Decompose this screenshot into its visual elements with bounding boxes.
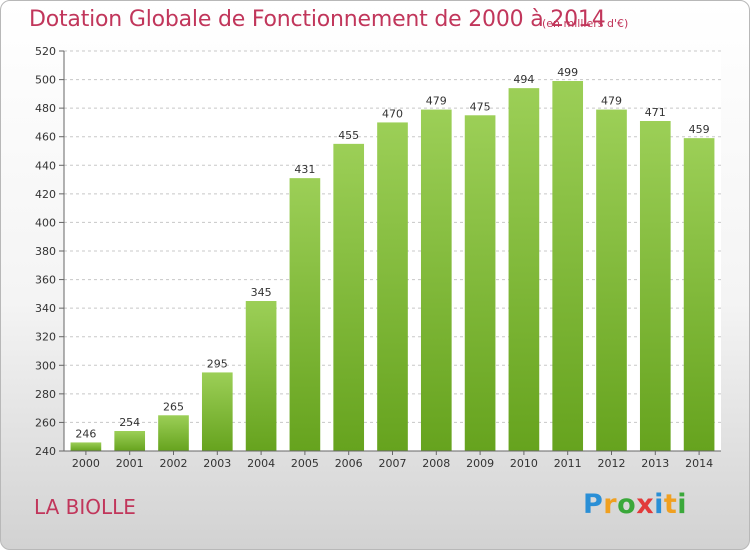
bar-value-label: 431 xyxy=(294,163,315,176)
logo-letter: t xyxy=(663,489,678,520)
x-tick-label: 2003 xyxy=(203,457,231,470)
y-tick-label: 480 xyxy=(35,102,56,115)
bar-2002 xyxy=(158,415,189,451)
y-tick-label: 500 xyxy=(35,74,56,87)
bar-value-label: 470 xyxy=(382,107,403,120)
bar-2008 xyxy=(420,109,452,452)
y-tick-label: 340 xyxy=(35,302,56,315)
x-tick-label: 2000 xyxy=(72,457,100,470)
y-tick-label: 420 xyxy=(35,188,56,201)
y-tick-label: 280 xyxy=(35,388,56,401)
x-tick-label: 2014 xyxy=(685,457,713,470)
chart-subtitle: (en milliers d'€) xyxy=(542,17,629,30)
bar-2000 xyxy=(70,442,102,451)
y-tick-label: 460 xyxy=(35,131,56,144)
logo-letter: r xyxy=(603,489,618,520)
bar-value-label: 265 xyxy=(163,400,184,413)
logo-letter: i xyxy=(677,489,688,520)
y-tick-label: 360 xyxy=(35,274,56,287)
logo-letter: x xyxy=(636,489,655,520)
bar-value-label: 499 xyxy=(557,66,578,79)
y-tick-label: 300 xyxy=(35,359,56,372)
x-tick-label: 2004 xyxy=(247,457,275,470)
y-tick-label: 400 xyxy=(35,216,56,229)
commune-name: LA BIOLLE xyxy=(34,495,136,519)
y-tick-label: 260 xyxy=(35,416,56,429)
bar-value-label: 455 xyxy=(338,129,359,142)
y-tick-label: 320 xyxy=(35,331,56,344)
y-tick-label: 520 xyxy=(35,45,56,58)
logo-letter: o xyxy=(617,489,637,520)
x-tick-label: 2012 xyxy=(598,457,626,470)
y-tick-label: 440 xyxy=(35,159,56,172)
bar-2011 xyxy=(552,81,584,451)
x-tick-label: 2006 xyxy=(335,457,363,470)
x-tick-label: 2008 xyxy=(422,457,450,470)
bar-2003 xyxy=(201,372,233,451)
proxiti-logo: Proxiti xyxy=(583,489,687,520)
chart-title: Dotation Globale de Fonctionnement de 20… xyxy=(29,7,606,32)
logo-letter: i xyxy=(654,489,664,520)
bar-value-label: 475 xyxy=(470,100,491,113)
bar-2004 xyxy=(245,301,277,451)
bars: 246 254 265 295 345 431 455 470 479 475 494 499 479 4… xyxy=(70,66,715,452)
logo-letter: P xyxy=(583,489,604,520)
y-tick-label: 380 xyxy=(35,245,56,258)
x-tick-label: 2005 xyxy=(291,457,319,470)
bar-2014 xyxy=(683,138,715,451)
bar-value-label: 254 xyxy=(119,416,140,429)
x-tick-label: 2007 xyxy=(379,457,407,470)
bar-value-label: 459 xyxy=(689,123,710,136)
bar-2006 xyxy=(333,143,365,451)
x-tick-label: 2002 xyxy=(160,457,188,470)
x-tick-label: 2011 xyxy=(554,457,582,470)
bar-2001 xyxy=(114,431,146,451)
bar-value-label: 246 xyxy=(75,427,96,440)
bar-2010 xyxy=(508,88,540,452)
bar-value-label: 345 xyxy=(251,286,272,299)
bar-2013 xyxy=(639,121,671,451)
bar-value-label: 494 xyxy=(513,73,534,86)
y-tick-label: 240 xyxy=(35,445,56,458)
axes: 240 260 280 300 320 340 360 380 400 420 440 460 480 5… xyxy=(35,45,721,470)
bar-2005 xyxy=(289,178,321,451)
bar-2009 xyxy=(464,115,496,452)
bar-2007 xyxy=(377,122,408,451)
bar-value-label: 479 xyxy=(426,95,447,108)
x-tick-label: 2001 xyxy=(116,457,144,470)
x-tick-label: 2013 xyxy=(641,457,669,470)
bar-value-label: 471 xyxy=(645,106,666,119)
bar-value-label: 295 xyxy=(207,357,228,370)
bar-2012 xyxy=(596,109,627,452)
x-tick-label: 2010 xyxy=(510,457,538,470)
bar-value-label: 479 xyxy=(601,95,622,108)
x-tick-label: 2009 xyxy=(466,457,494,470)
